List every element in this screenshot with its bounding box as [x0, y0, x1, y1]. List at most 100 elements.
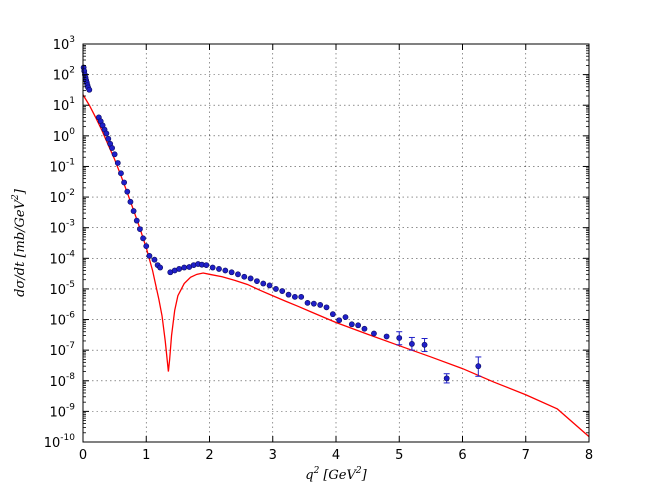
data-point: [103, 130, 110, 137]
x-tick-label: 2: [205, 448, 213, 463]
y-tick-base: 10: [49, 375, 66, 390]
data-point: [348, 321, 355, 328]
y-tick-label: 10-1: [49, 157, 75, 175]
data-point: [118, 170, 124, 177]
data-point: [86, 86, 93, 93]
x-tick-label: 6: [458, 448, 466, 463]
data-point: [143, 243, 150, 250]
y-tick-label: 10-4: [49, 249, 75, 267]
data-point: [216, 266, 222, 272]
y-axis-label: dσ/dt [mb/GeV2]: [11, 188, 28, 297]
x-tick-label: 0: [79, 448, 87, 463]
y-tick-exponent: 1: [69, 96, 75, 106]
data-point: [228, 269, 235, 276]
axis-ticks: [82, 43, 590, 443]
data-point: [475, 363, 482, 370]
y-axis-label-main: dσ/dt [mb/GeV: [13, 198, 28, 296]
x-axis-label-sup: 2: [313, 466, 320, 476]
data-points-layer: [80, 64, 482, 384]
y-tick-exponent: -9: [66, 402, 75, 412]
y-tick-exponent: -6: [66, 311, 75, 321]
y-tick-base: 10: [49, 283, 66, 298]
data-point: [273, 286, 279, 292]
x-axis-label-close: ]: [361, 468, 368, 483]
y-axis-label-close: ]: [13, 188, 28, 195]
y-tick-label: 10-6: [49, 311, 75, 329]
x-tick-label: 4: [332, 448, 340, 463]
y-tick-base: 10: [49, 405, 66, 420]
data-point: [109, 145, 115, 151]
x-tick-label: 3: [269, 448, 277, 463]
y-tick-label: 10-8: [49, 372, 75, 390]
data-point: [176, 266, 183, 272]
data-point: [127, 198, 134, 205]
data-point: [355, 322, 362, 329]
data-point: [329, 311, 336, 318]
y-tick-exponent: -4: [66, 249, 75, 259]
model-curve-layer: [82, 94, 590, 438]
x-axis-label-main: q: [305, 468, 313, 483]
grid-lines: [83, 44, 589, 442]
y-tick-label: 10-5: [49, 280, 75, 298]
y-tick-base: 10: [49, 314, 66, 329]
data-point: [157, 264, 164, 271]
x-axis-label-unit: [GeV: [323, 468, 357, 483]
data-point: [151, 256, 158, 263]
y-tick-base: 10: [53, 69, 70, 84]
y-axis-label-sup: 2: [11, 194, 21, 201]
x-tick-label: 7: [522, 448, 530, 463]
y-tick-base: 10: [49, 252, 66, 267]
data-point: [133, 217, 140, 224]
data-point: [323, 304, 330, 311]
data-point: [396, 335, 403, 341]
model-curve: [82, 94, 590, 438]
y-tick-exponent: -5: [66, 280, 75, 290]
data-point: [146, 252, 153, 259]
x-axis-label-unit-sup: 2: [355, 466, 362, 476]
x-axis-label: q2 [GeV2]: [305, 466, 367, 483]
y-tick-label: 10-7: [49, 341, 75, 359]
data-point: [181, 264, 188, 271]
y-tick-label: 102: [53, 66, 75, 84]
y-tick-label: 10-10: [44, 433, 76, 451]
data-point: [247, 275, 254, 282]
y-tick-exponent: -10: [60, 433, 75, 443]
data-point: [304, 299, 311, 306]
y-tick-base: 10: [49, 222, 66, 237]
data-point: [336, 317, 343, 324]
y-tick-label: 10-2: [49, 188, 75, 206]
data-point: [443, 375, 450, 382]
data-point: [130, 208, 137, 214]
data-point: [260, 280, 267, 287]
data-point: [291, 293, 298, 300]
data-point: [203, 262, 210, 268]
y-tick-exponent: 0: [69, 127, 75, 137]
y-tick-base: 10: [53, 130, 70, 145]
data-point: [310, 300, 317, 307]
y-tick-label: 10-9: [49, 402, 75, 420]
data-point: [114, 160, 121, 166]
data-point: [235, 271, 241, 278]
y-tick-exponent: -8: [66, 372, 75, 382]
y-tick-base: 10: [53, 99, 70, 114]
data-point: [408, 341, 415, 347]
y-tick-label: 100: [53, 127, 76, 145]
y-tick-exponent: -7: [66, 341, 75, 351]
data-point: [137, 226, 143, 232]
y-tick-base: 10: [53, 38, 70, 53]
x-tick-label: 5: [395, 448, 403, 463]
data-point: [105, 135, 112, 142]
data-point: [421, 341, 428, 348]
y-tick-label: 103: [53, 35, 75, 53]
y-tick-label: 10-3: [49, 219, 75, 237]
y-tick-base: 10: [44, 436, 61, 451]
data-point: [279, 288, 286, 294]
data-point: [317, 302, 324, 308]
data-point: [254, 278, 260, 285]
data-point: [241, 273, 248, 280]
y-tick-exponent: -1: [66, 157, 75, 167]
y-tick-label: 101: [53, 96, 75, 114]
data-point: [371, 330, 377, 337]
data-point: [266, 282, 273, 289]
